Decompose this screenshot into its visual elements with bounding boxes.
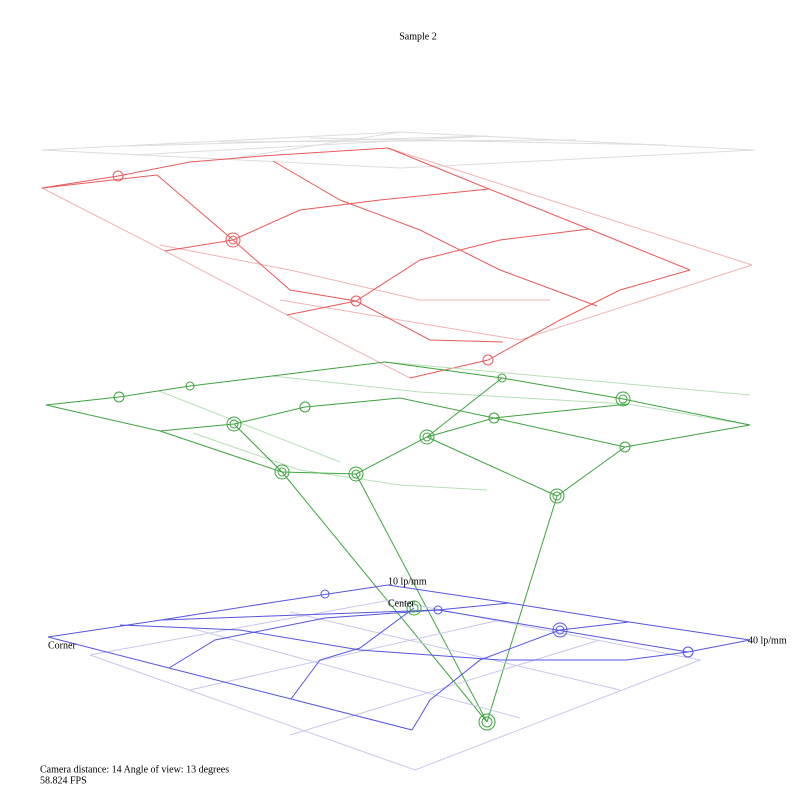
status-camera: Camera distance: 14 Angle of view: 13 de… — [40, 764, 229, 775]
label-right: 40 lp/mm — [748, 635, 787, 646]
status-fps: 58.824 FPS — [40, 775, 87, 786]
reference-plane — [41, 131, 756, 169]
surface-red-ghost — [41, 147, 753, 379]
label-center: Center — [388, 598, 415, 609]
surface-red — [41, 147, 691, 379]
surface-green — [45, 361, 751, 723]
label-corner: Corner — [48, 640, 76, 651]
surface-blue — [47, 584, 751, 731]
title: Sample 2 — [399, 31, 437, 42]
label-top: 10 lp/mm — [388, 576, 427, 587]
surface-blue-ghost — [89, 599, 702, 771]
